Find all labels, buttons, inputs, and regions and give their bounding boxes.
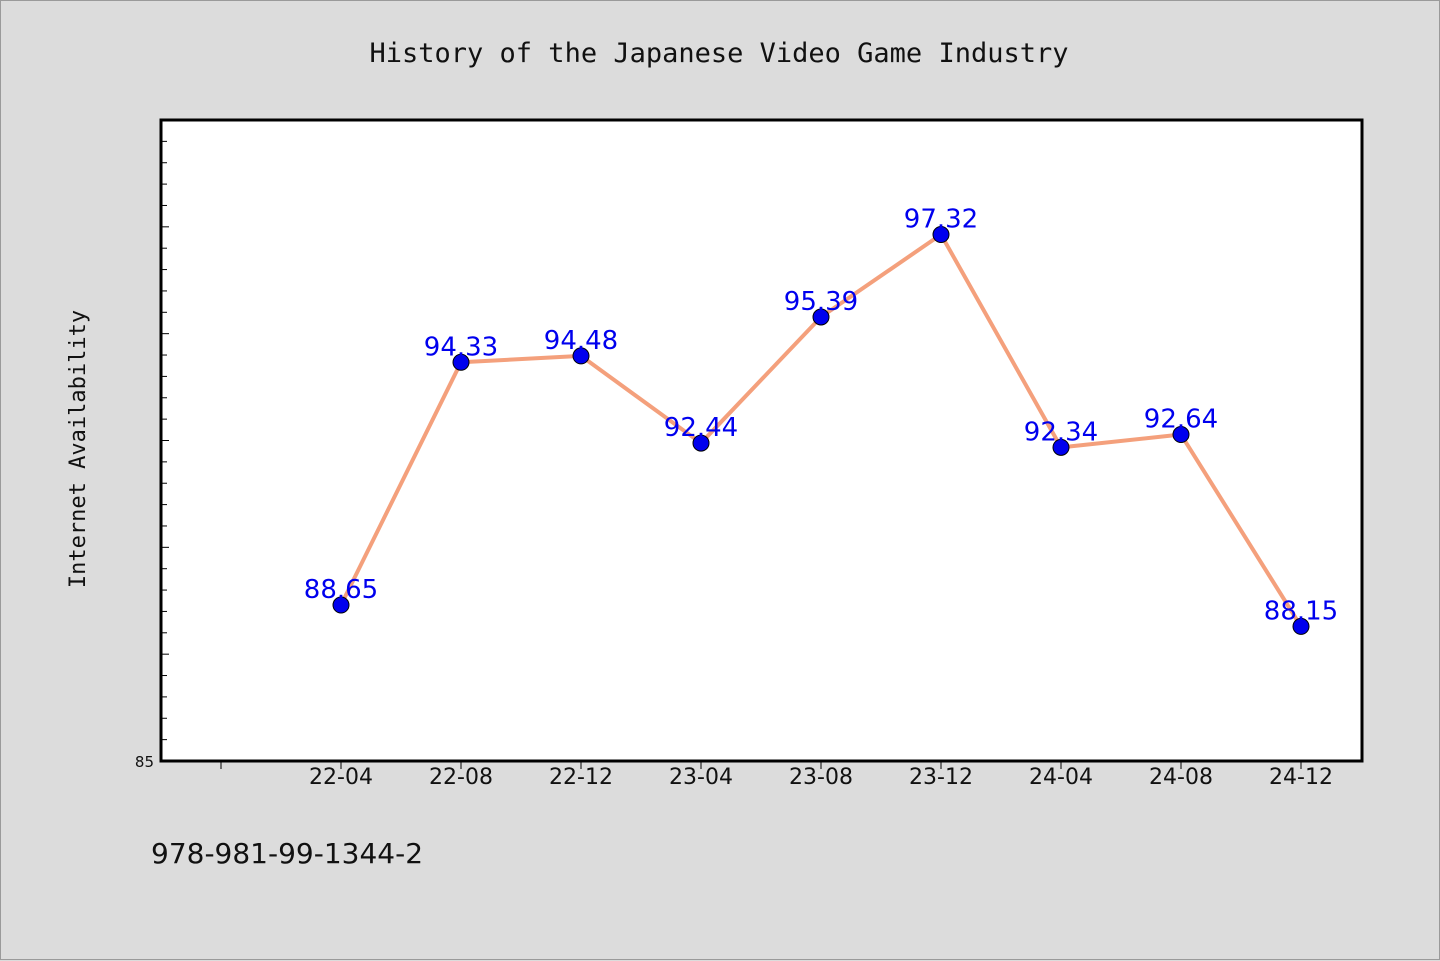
- data-label: 94.33: [424, 332, 498, 362]
- data-label: 94.48: [544, 326, 618, 356]
- data-point: [572, 347, 590, 365]
- x-tick-label: 23-08: [789, 765, 853, 790]
- x-tick-label: 24-04: [1029, 765, 1093, 790]
- data-label: 92.44: [664, 413, 738, 443]
- x-tick-labels: 22-04 22-08 22-12 23-04 23-08 23-12 24-04 24-08…: [309, 765, 1333, 790]
- data-label: 95.39: [784, 287, 858, 317]
- x-tick-label: 22-08: [429, 765, 493, 790]
- data-label: 92.34: [1024, 417, 1098, 447]
- x-tick-label: 22-04: [309, 765, 373, 790]
- data-point: [332, 596, 350, 614]
- data-point: [812, 308, 830, 326]
- data-point: [1172, 426, 1190, 444]
- plot-area: [159, 118, 1364, 763]
- y-axis-ticks: [161, 119, 169, 762]
- x-tick-label: 24-12: [1269, 765, 1333, 790]
- data-point: [692, 434, 710, 452]
- y-axis-label: Internet Availability: [66, 310, 91, 588]
- data-point: [1292, 617, 1310, 635]
- y-tick-label: 85: [135, 753, 154, 771]
- data-label: 88.65: [304, 575, 378, 605]
- x-tick-label: 24-08: [1149, 765, 1213, 790]
- data-point: [1052, 438, 1070, 456]
- x-tick-label: 23-12: [909, 765, 973, 790]
- chart-title: History of the Japanese Video Game Indus…: [370, 38, 1069, 69]
- data-labels: 88.65 94.33 94.48 92.44 95.39 97.32 92.34 92.64…: [304, 205, 1338, 627]
- data-label: 88.15: [1264, 596, 1338, 626]
- data-label: 92.64: [1144, 405, 1218, 435]
- x-tick-label: 22-12: [549, 765, 613, 790]
- data-point: [932, 226, 950, 244]
- x-tick-label: 23-04: [669, 765, 733, 790]
- data-point: [452, 353, 470, 371]
- x-axis-ticks: [220, 761, 1302, 769]
- isbn-text: 978-981-99-1344-2: [151, 837, 423, 870]
- data-points: [332, 226, 1310, 635]
- data-label: 97.32: [904, 205, 978, 235]
